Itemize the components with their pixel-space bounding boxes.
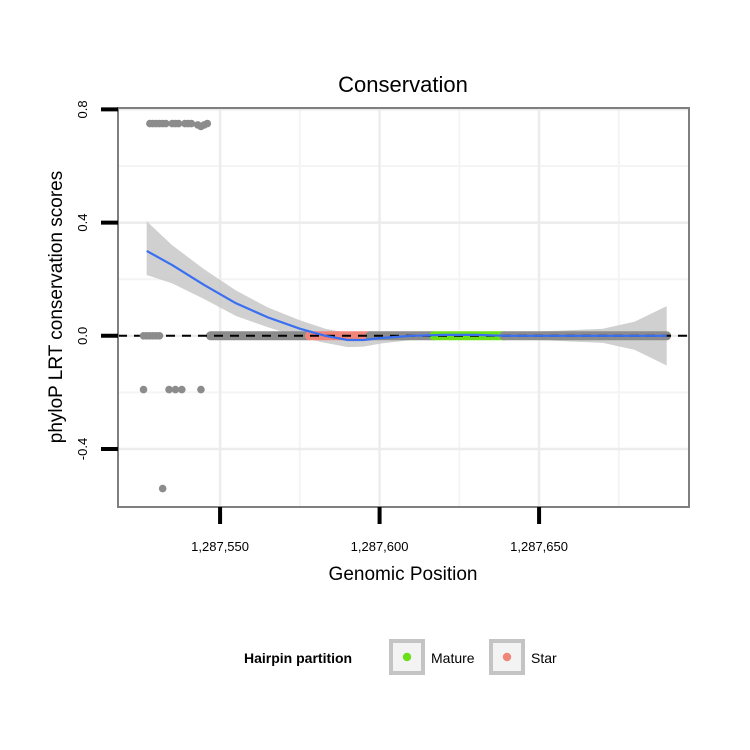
y-tick-label: 0.4 (75, 214, 90, 232)
data-point (177, 385, 186, 394)
data-point (203, 119, 212, 128)
legend-label-star: Star (531, 650, 557, 666)
data-point (158, 484, 167, 493)
data-point (139, 385, 148, 394)
y-axis-title: phyloP LRT conservation scores (46, 171, 67, 444)
x-tick-label: 1,287,550 (191, 539, 249, 554)
panel-frame (117, 107, 690, 508)
legend-items: Mature Star (389, 639, 557, 675)
y-tick-label: -0.4 (75, 438, 90, 460)
legend-title: Hairpin partition (244, 650, 352, 666)
chart-title: Conservation (338, 72, 468, 97)
data-point (197, 385, 205, 394)
smooth-fit-line (146, 249, 667, 342)
confidence-ribbon-layer (146, 221, 667, 366)
legend-swatch-star (502, 652, 512, 662)
x-tick-label: 1,287,650 (510, 539, 568, 554)
y-tick-label: 0.0 (75, 327, 90, 345)
data-point (162, 119, 170, 128)
legend: Hairpin partition Mature Star (244, 639, 557, 675)
y-tick-label: 0.8 (75, 100, 90, 118)
axes: 1,287,550 1,287,600 1,287,650 -0.4 0.0 0.4 0.8 (75, 100, 568, 554)
data-point (155, 331, 164, 340)
plot-panel (118, 108, 689, 507)
data-point (165, 385, 173, 394)
data-point (187, 119, 196, 128)
x-axis-title: Genomic Position (329, 564, 478, 585)
panel-border (117, 107, 690, 508)
outlier-points (139, 119, 212, 493)
legend-label-mature: Mature (431, 650, 475, 666)
legend-swatch-mature (402, 652, 412, 662)
data-point (174, 119, 183, 128)
panel-background (118, 108, 689, 507)
data-point (171, 385, 180, 394)
confidence-ribbon (146, 221, 667, 366)
smooth-line-layer (146, 249, 667, 342)
x-tick-label: 1,287,600 (351, 539, 409, 554)
